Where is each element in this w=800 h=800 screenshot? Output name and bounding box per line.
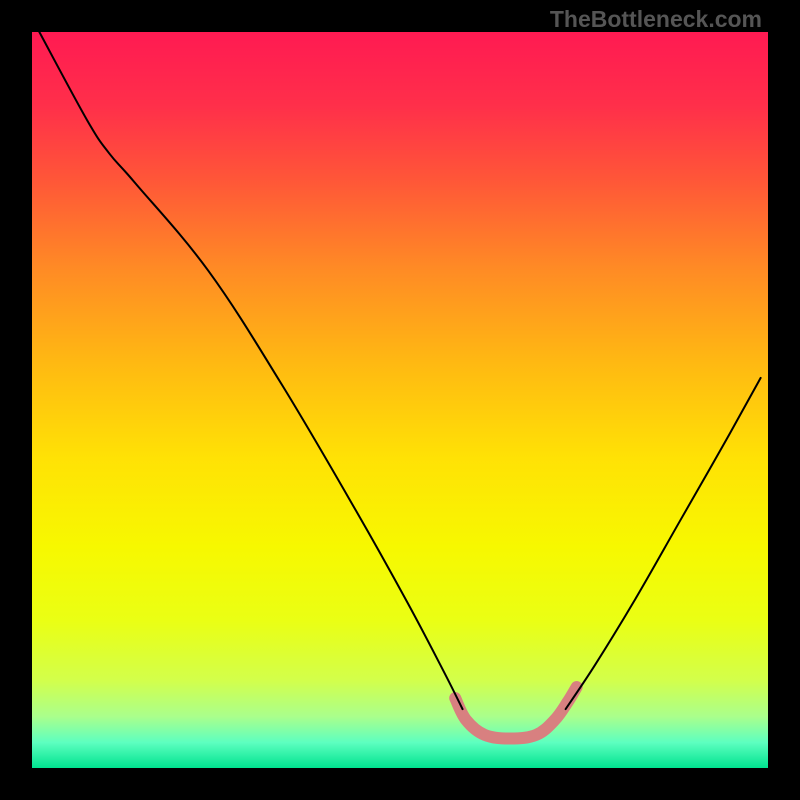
watermark-text: TheBottleneck.com	[550, 6, 762, 33]
highlight-optimal-zone	[455, 687, 576, 739]
plot-area	[32, 32, 768, 768]
series-right_ascent	[566, 378, 761, 709]
chart-svg	[32, 32, 768, 768]
chart-frame: TheBottleneck.com	[0, 0, 800, 800]
series-left_descent	[39, 32, 462, 709]
